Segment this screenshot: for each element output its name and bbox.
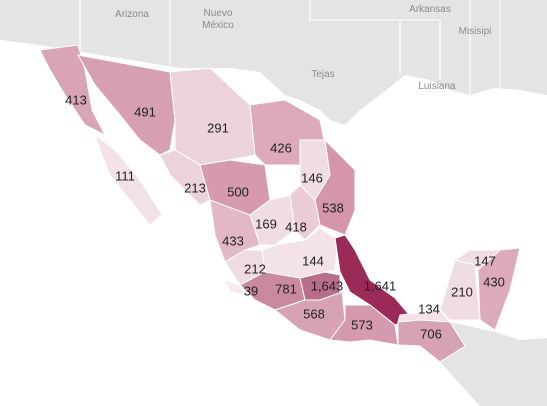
region-label: 1,643 bbox=[311, 278, 344, 293]
region-label: 430 bbox=[483, 274, 505, 289]
region-label: 418 bbox=[285, 219, 307, 234]
labels: Arizona Nuevo México Tejas Arkansas Misisipi L… bbox=[65, 4, 505, 342]
region-label: 491 bbox=[134, 104, 156, 119]
regions bbox=[39, 44, 521, 363]
region-label: 413 bbox=[65, 92, 87, 107]
region-label: 781 bbox=[275, 281, 297, 296]
state-borders bbox=[79, 0, 501, 95]
region-label: 706 bbox=[420, 326, 442, 341]
region bbox=[159, 149, 211, 206]
region bbox=[77, 54, 176, 156]
region-label: 568 bbox=[303, 306, 325, 321]
background-label: Tejas bbox=[311, 69, 334, 80]
region bbox=[273, 291, 346, 341]
region-label: 433 bbox=[222, 233, 244, 248]
region bbox=[439, 259, 481, 321]
region-label: 169 bbox=[255, 216, 277, 231]
region bbox=[314, 138, 356, 236]
region-label: 573 bbox=[351, 317, 373, 332]
region-label: 39 bbox=[244, 283, 258, 298]
region-label: 111 bbox=[115, 168, 135, 183]
background-label: Arizona bbox=[115, 9, 149, 20]
region bbox=[169, 67, 256, 166]
region-label: 147 bbox=[474, 253, 496, 268]
region bbox=[94, 133, 163, 226]
region-label: 426 bbox=[270, 140, 292, 155]
region-label: 210 bbox=[451, 284, 473, 299]
region-label: 213 bbox=[184, 180, 206, 195]
region-label: 1,641 bbox=[364, 278, 397, 293]
background-label: Arkansas bbox=[409, 4, 451, 15]
region bbox=[397, 319, 466, 363]
us-land bbox=[0, 0, 547, 125]
background-label: Luisiana bbox=[418, 81, 456, 92]
region bbox=[224, 279, 246, 296]
region bbox=[477, 247, 521, 331]
background-label: Misisipi bbox=[459, 26, 492, 37]
region-label: 134 bbox=[418, 301, 440, 316]
background-label: Nuevo México bbox=[202, 8, 234, 31]
central-america bbox=[440, 322, 547, 406]
region-label: 212 bbox=[244, 261, 266, 276]
region bbox=[289, 184, 321, 241]
region-label: 144 bbox=[302, 253, 324, 268]
region bbox=[329, 304, 399, 346]
region-label: 538 bbox=[322, 200, 344, 215]
region-label: 500 bbox=[227, 184, 249, 199]
region-label: 291 bbox=[207, 120, 229, 135]
region-label: 146 bbox=[301, 170, 323, 185]
region bbox=[39, 44, 107, 137]
